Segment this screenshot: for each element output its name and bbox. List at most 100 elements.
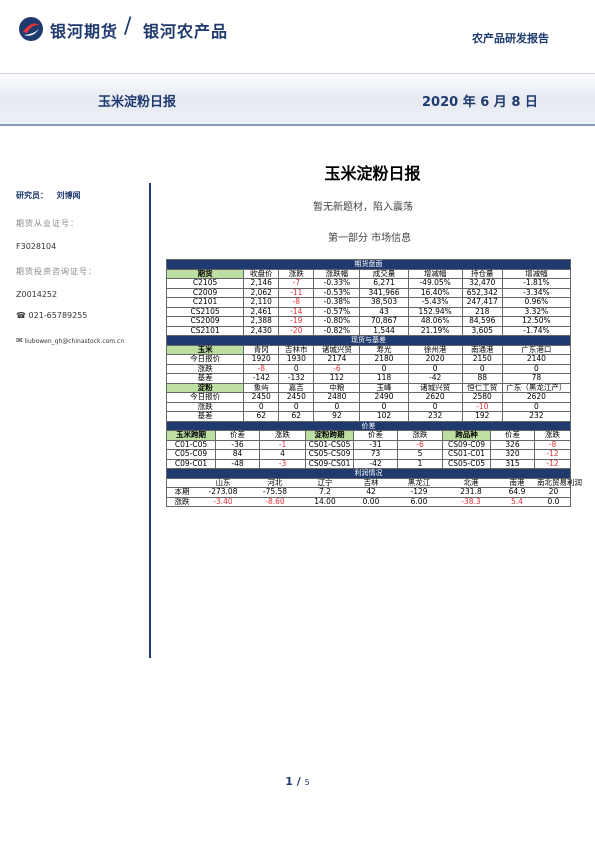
value-cell: -38.3 (461, 496, 481, 506)
column-header: 价差 (490, 430, 534, 440)
report-type: 农产品研发报告 (472, 32, 549, 45)
value-cell: 1920 (243, 354, 279, 365)
value-cell: 今日报价 (165, 354, 244, 365)
profit-cells: 山东 河北 辽宁 吉林 黑龙江 北港 南港 南北贸易利润 (167, 477, 583, 488)
value-cell: 6.00 (410, 496, 428, 506)
value-cell: 2480 (313, 392, 360, 403)
profit-line: 本期 -273.08 -75.58 7.2 42 -129 231.8 64.9 20 (166, 487, 571, 498)
value-cell: C09-C01 (174, 458, 208, 468)
value-cell: 48.06% (407, 316, 463, 327)
value-cell: -6 (397, 440, 442, 449)
page-number: 1 / 5 (0, 775, 595, 788)
value-cell: 38,503 (359, 297, 409, 308)
value-cell: 0.00 (362, 496, 380, 506)
value-cell: C01-C05 (174, 439, 208, 449)
profit-cells: 本期 -273.08 -75.58 7.2 42 -129 231.8 64.9 20 (167, 487, 570, 497)
value-cell: -8 (534, 440, 570, 449)
value-cell: -1.74% (501, 325, 572, 336)
value-cell: -12 (534, 459, 570, 468)
phone-number: 021-65789255 (28, 311, 88, 320)
profit-line: 涨跌 -3.40 -8.60 14.00 0.00 6.00 -38.3 5.4 0.0 (166, 496, 571, 507)
value-cell: -273.08 (208, 487, 238, 496)
email-icon: ✉ (16, 336, 23, 345)
value-cell: 1 (397, 459, 442, 468)
value-cell: 涨跌 (174, 496, 190, 506)
value-cell: 5 (397, 449, 442, 459)
column-header: 价差 (215, 430, 259, 440)
brand-separator: / (124, 14, 132, 39)
futures-row: CS2009 2,388 -19 -0.80% 70,867 48.06% 84,596 12… (165, 316, 572, 327)
value-cell: 2,430 (243, 325, 279, 336)
futures-header-row: 期货 收盘价 涨跌 涨跌幅 成交量 增减幅 持仓量 增减幅 (165, 268, 572, 279)
value-cell: CS09-C09 (442, 440, 490, 449)
price-row: 今日报价 2450 2450 2480 2490 2620 2580 2620 (165, 392, 572, 403)
value-cell: C05-C09 (174, 449, 208, 458)
value-cell: 231.8 (460, 487, 482, 496)
value-cell: 山东 (215, 477, 231, 487)
value-cell: 12.50% (501, 316, 572, 327)
researcher-label: 研究员： (16, 191, 48, 200)
value-cell: 1,544 (359, 325, 409, 336)
value-cell: 1930 (278, 354, 314, 365)
value-cell: 5.4 (511, 496, 523, 506)
value-cell: CS05-CS09 (305, 449, 353, 459)
value-cell: 北港 (463, 477, 479, 487)
value-cell: 320 (490, 449, 534, 459)
invest-cert-no: Z0014252 (16, 290, 58, 299)
value-cell: 84 (215, 449, 259, 459)
value-cell: 南北贸易利润 (537, 477, 582, 487)
spread-row: C05-C09 84 4 CS05-CS09 73 5 CS01-C01 320 -12 (166, 449, 571, 460)
value-cell: -0.33% (313, 278, 360, 289)
value-cell: 326 (490, 440, 534, 449)
value-cell: 本期 (174, 487, 190, 496)
value-cell: 基差 (165, 411, 244, 422)
basis-row: 基差 -142 -132 112 118 -42 88 78 (165, 373, 572, 384)
page-sep: / (296, 775, 301, 788)
value-cell: -8 (278, 297, 314, 308)
value-cell: 6,271 (359, 278, 409, 289)
value-cell: 70,867 (359, 316, 409, 327)
spread-line: C09-C01 -48 -3 CS09-CS01 -42 1 CS05-C05 315 -12 (166, 458, 571, 469)
value-cell: 73 (353, 449, 397, 459)
value-cell: 2174 (313, 354, 360, 365)
spread-line: 玉米跨期 价差 涨跌 淀粉跨期 价差 涨跌 跨品种 价差 涨跌 (166, 430, 571, 441)
value-cell: 黑龙江 (407, 477, 431, 487)
section-heading: 第一部分 市场信息 (328, 233, 412, 244)
value-cell: 315 (490, 459, 534, 468)
value-cell: 0.96% (501, 297, 572, 308)
title-band (0, 73, 595, 125)
value-cell: CS09-CS01 (305, 459, 353, 468)
spread-row: C09-C01 -48 -3 CS09-CS01 -42 1 CS05-C05 315 -12 (166, 458, 571, 469)
value-cell: -42 (353, 459, 397, 468)
report-date: 2020 年 6 月 8 日 (422, 95, 538, 110)
column-header: 跨品种 (442, 430, 490, 440)
futures-row: C2105 2,146 -7 -0.33% 6,271 -49.05% 32,470 -1.8… (165, 278, 572, 289)
value-cell: -20 (278, 325, 314, 336)
corn-header-row: 玉米 青冈 吉林市 诸城兴贸 寿光 徐州港 南通港 广东港口 (165, 344, 572, 355)
change-row: 涨跌 0 0 0 0 0 -10 0 (165, 401, 572, 412)
value-cell: 吉林 (363, 477, 379, 487)
galaxy-logo-icon (19, 17, 43, 41)
value-cell: -1.81% (501, 278, 572, 289)
value-cell: 84,596 (461, 316, 503, 327)
futures-row: C2101 2,110 -8 -0.38% 38,503 -5.43% 247,417 0.9… (165, 297, 572, 308)
brand-primary: 银河期货 (50, 22, 119, 41)
value-cell: 7.2 (319, 487, 331, 496)
price-row: 今日报价 1920 1930 2174 2180 2020 2150 2140 (165, 354, 572, 365)
band-divider (0, 124, 595, 126)
spread-cells: 玉米跨期 价差 涨跌 淀粉跨期 价差 涨跌 跨品种 价差 涨跌 (167, 430, 570, 440)
futures-row: C2009 2,062 -11 -0.53% 341,966 16.40% 652,342-… (165, 287, 572, 298)
value-cell: 62 (278, 411, 314, 422)
current-page: 1 (285, 775, 293, 788)
market-table: 期货盘面 期货 收盘价 涨跌 涨跌幅 成交量 增减幅 持仓量 增减幅 C2105 2,146 -7 -0… (165, 259, 583, 507)
value-cell: 2180 (359, 354, 409, 365)
value-cell: -31 (353, 440, 397, 449)
profit-change-row: 涨跌 -3.40 -8.60 14.00 0.00 6.00 -38.3 5.4 0.0 (166, 496, 571, 507)
value-cell: 232 (407, 411, 463, 422)
value-cell: 2,388 (243, 316, 279, 327)
column-header: 涨跌 (259, 430, 305, 440)
section-header-row: 现货与基差 (166, 335, 571, 346)
value-cell (167, 479, 197, 488)
value-cell: -75.58 (262, 487, 288, 496)
value-cell: 0.0 (547, 496, 560, 506)
